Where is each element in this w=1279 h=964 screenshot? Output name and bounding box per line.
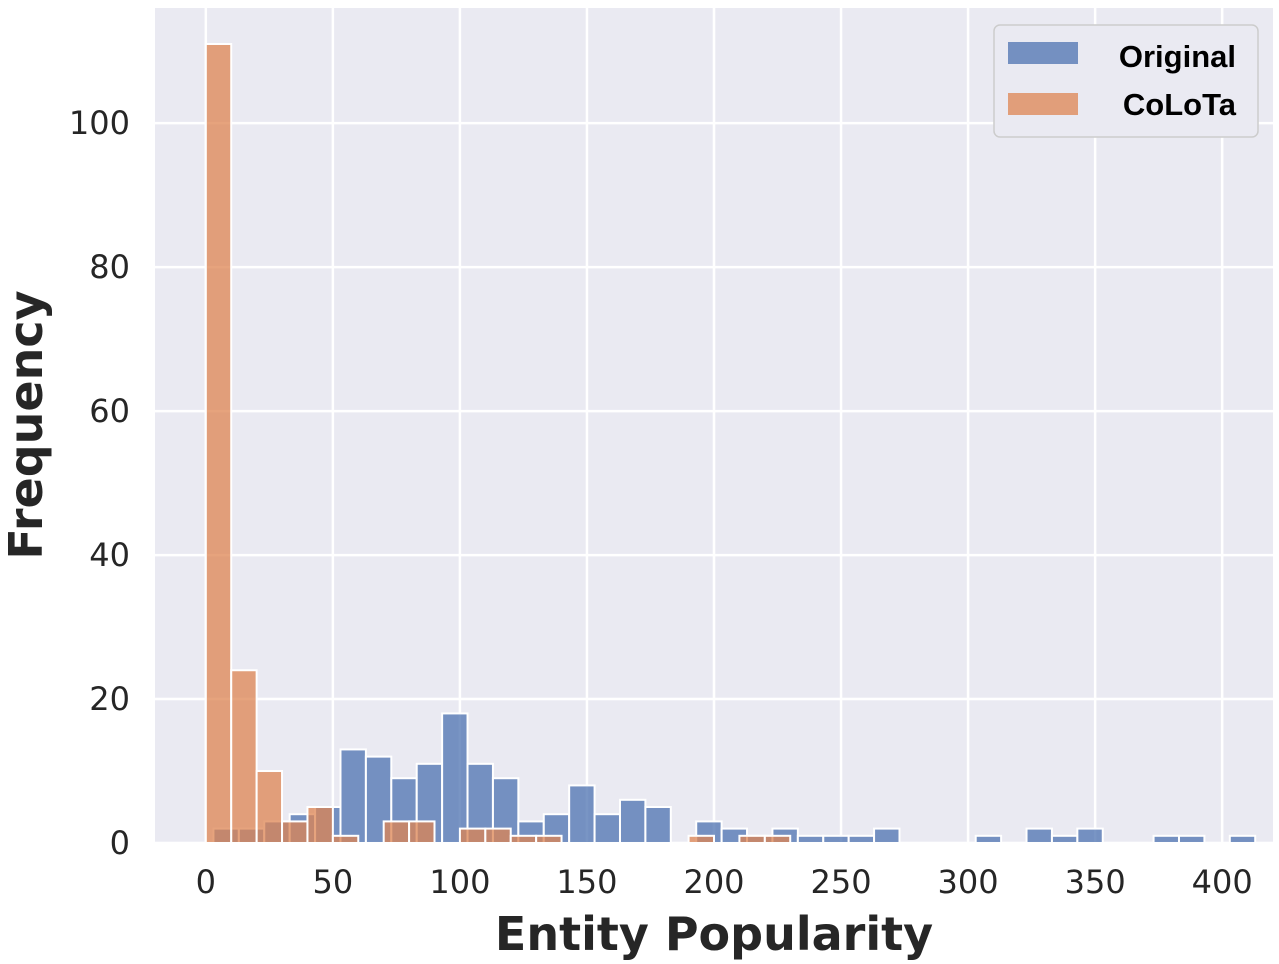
bar-original [339, 748, 367, 845]
bar-original [1152, 834, 1180, 844]
bar-colota [687, 834, 715, 844]
bar-original [618, 798, 647, 845]
bar-colota [281, 820, 309, 844]
x-tick-label: 200 [683, 863, 744, 901]
bar-colota [484, 827, 512, 845]
x-tick-label: 150 [556, 863, 617, 901]
bar-original [1177, 834, 1206, 844]
bar-original [1076, 827, 1104, 845]
x-tick-label: 50 [313, 863, 354, 901]
x-tick-label: 250 [811, 863, 872, 901]
y-tick-label: 20 [89, 680, 130, 718]
x-tick-label: 300 [938, 863, 999, 901]
bar-original [568, 784, 596, 845]
bar-colota [763, 834, 792, 844]
tick-labels: 0 50 100 150 200 250 300 350 400 0 20 40 60 80 100 [69, 104, 1253, 901]
bar-colota [255, 770, 284, 844]
y-tick-label: 60 [89, 392, 130, 430]
legend-label-colota: CoLoTa [1123, 87, 1237, 122]
y-tick-label: 80 [89, 248, 130, 286]
x-tick-label: 100 [429, 863, 490, 901]
bar-colota [535, 834, 563, 844]
y-axis-title: Frequency [0, 290, 53, 559]
legend-label-original: Original [1119, 39, 1236, 74]
bar-colota [458, 827, 487, 845]
x-tick-label: 400 [1192, 863, 1253, 901]
bar-colota [230, 669, 258, 845]
bar-colota [408, 820, 436, 844]
x-tick-label: 350 [1065, 863, 1126, 901]
bar-original [974, 834, 1003, 844]
bar-original [822, 834, 850, 844]
bar-original [441, 712, 469, 844]
bar-original [796, 834, 825, 844]
bars [204, 42, 1257, 845]
bar-colota [509, 834, 538, 844]
y-tick-label: 0 [110, 824, 130, 862]
bar-colota [382, 820, 411, 844]
y-tick-label: 40 [89, 536, 130, 574]
bar-original [873, 827, 901, 845]
x-axis-title: Entity Popularity [495, 907, 933, 961]
x-tick-label: 0 [196, 863, 216, 901]
bar-original [593, 813, 621, 845]
legend-swatch-colota [1008, 93, 1078, 115]
bar-colota [738, 834, 766, 844]
legend: Original CoLoTa [993, 24, 1259, 138]
bar-colota [204, 42, 233, 844]
bar-original [1025, 827, 1053, 845]
bar-original [1228, 834, 1257, 844]
legend-swatch-original [1008, 42, 1078, 64]
bar-colota [331, 834, 360, 844]
bar-colota [306, 806, 334, 844]
y-tick-label: 100 [69, 104, 130, 142]
bar-original [847, 834, 876, 844]
bar-original [644, 806, 672, 844]
bar-original [1050, 834, 1079, 844]
